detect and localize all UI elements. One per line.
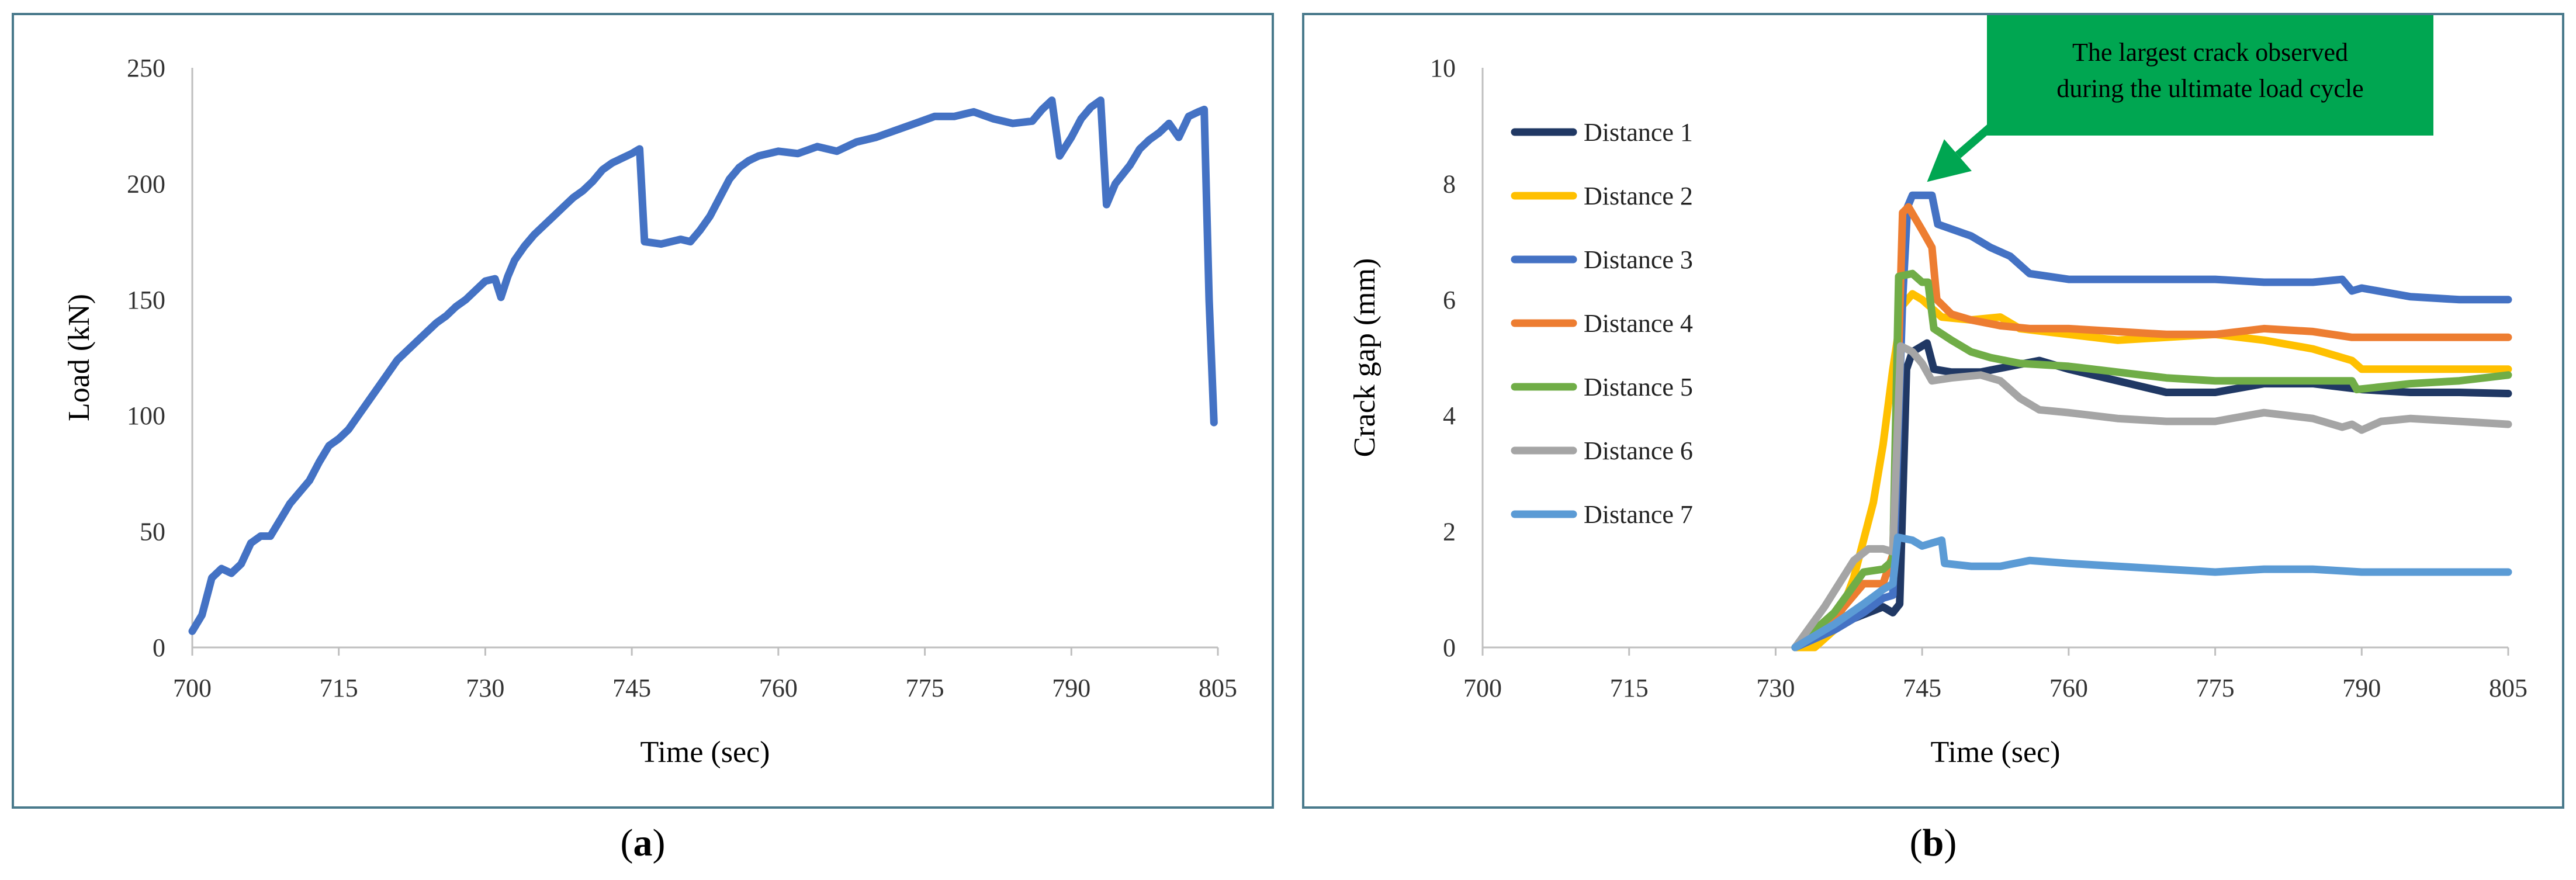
chart-b-annotation-arrow-head — [1927, 139, 1972, 182]
chart-a-series-line-1 — [188, 96, 1218, 635]
chart-b-series-line-2 — [1791, 290, 2512, 652]
chart-b-y-tick-label: 10 — [1430, 54, 1456, 82]
crack-gap-time-chart: 0 2 4 6 8 10 700 715 730 745 760 775 790 805 Time (sec… — [1348, 15, 2527, 769]
chart-a-x-tick-label: 805 — [1199, 674, 1237, 702]
chart-b-legend-label-4: Distance 4 — [1584, 309, 1693, 338]
load-time-chart: 0 50 100 150 200 250 700 715 730 745 760 775 790 805 T… — [63, 54, 1237, 769]
chart-b-y-tick-label: 6 — [1443, 286, 1456, 314]
chart-b-y-axis-label: Crack gap (mm) — [1348, 258, 1382, 458]
chart-a-y-tick-label: 0 — [153, 633, 165, 662]
chart-b-x-tick-label: 805 — [2489, 674, 2527, 702]
chart-a-x-tick-label: 775 — [906, 674, 944, 702]
chart-a-y-tick-label: 100 — [127, 401, 165, 430]
panel-a: 0 50 100 150 200 250 700 715 730 745 760 775 790 805 T… — [12, 13, 1274, 809]
chart-a-y-axis-label: Load (kN) — [63, 294, 96, 421]
caption-b: (b) — [1816, 821, 2050, 865]
caption-a: (a) — [526, 821, 760, 865]
panel-b: 0 2 4 6 8 10 700 715 730 745 760 775 790 805 Time (sec… — [1302, 13, 2564, 809]
chart-b-legend-label-1: Distance 1 — [1584, 118, 1693, 147]
chart-a-x-axis-label: Time (sec) — [640, 736, 770, 769]
chart-b-annotation-text-2: during the ultimate load cycle — [2056, 74, 2363, 103]
chart-b-series-line-7 — [1791, 533, 2512, 652]
caption-b-open: ( — [1909, 822, 1923, 864]
chart-b-x-tick-label: 790 — [2342, 674, 2381, 702]
caption-b-letter: b — [1922, 822, 1944, 864]
chart-a-y-tick-label: 150 — [127, 286, 165, 314]
chart-b-y-tick-label: 4 — [1443, 401, 1456, 430]
chart-a-y-tick-label: 250 — [127, 54, 165, 82]
chart-b-x-tick-label: 700 — [1463, 674, 1502, 702]
chart-b-legend-label-3: Distance 3 — [1584, 245, 1693, 274]
chart-a-x-tick-label: 790 — [1052, 674, 1090, 702]
caption-a-letter: a — [633, 822, 653, 864]
chart-b-series-line-6 — [1791, 342, 2512, 652]
chart-b-x-tick-label: 775 — [2196, 674, 2235, 702]
chart-b-x-tick-label: 715 — [1610, 674, 1649, 702]
chart-b-legend-label-7: Distance 7 — [1584, 500, 1693, 529]
chart-b-legend-label-2: Distance 2 — [1584, 182, 1693, 210]
chart-b-y-tick-label: 0 — [1443, 633, 1456, 662]
chart-b-x-tick-label: 730 — [1756, 674, 1795, 702]
caption-a-close: ) — [652, 822, 666, 864]
chart-b-y-tick-label: 8 — [1443, 169, 1456, 198]
chart-a-x-tick-label: 700 — [173, 674, 212, 702]
chart-a-x-tick-label: 760 — [759, 674, 798, 702]
chart-b-x-tick-label: 745 — [1903, 674, 1941, 702]
chart-b-x-tick-label: 760 — [2049, 674, 2088, 702]
chart-b-legend-label-6: Distance 6 — [1584, 436, 1693, 465]
caption-b-close: ) — [1944, 822, 1957, 864]
chart-a-y-tick-label: 50 — [140, 518, 165, 546]
chart-a-x-tick-label: 730 — [466, 674, 504, 702]
chart-a-y-tick-label: 200 — [127, 169, 165, 198]
chart-b-annotation-arrow-shaft — [1955, 113, 2005, 158]
caption-a-open: ( — [620, 822, 633, 864]
chart-a-x-tick-label: 745 — [612, 674, 651, 702]
chart-a-x-tick-label: 715 — [320, 674, 358, 702]
chart-b-annotation-box — [1987, 15, 2433, 136]
chart-b-legend-label-5: Distance 5 — [1584, 373, 1693, 401]
chart-b-y-tick-label: 2 — [1443, 518, 1456, 546]
chart-b-x-axis-label: Time (sec) — [1931, 736, 2061, 769]
chart-b-annotation-text-1: The largest crack observed — [2072, 38, 2348, 67]
